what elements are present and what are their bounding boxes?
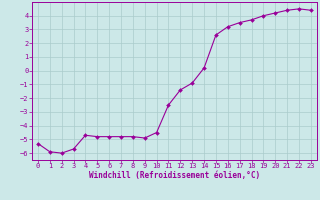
X-axis label: Windchill (Refroidissement éolien,°C): Windchill (Refroidissement éolien,°C) <box>89 171 260 180</box>
